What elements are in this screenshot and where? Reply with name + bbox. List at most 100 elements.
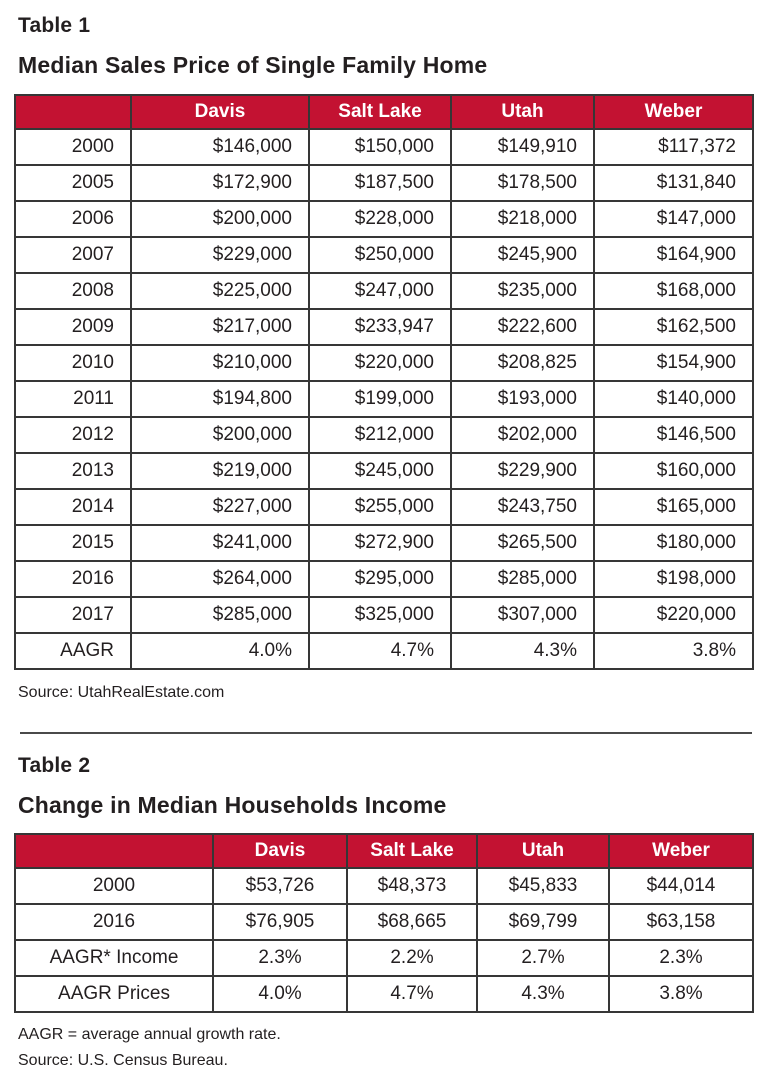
- value-cell: $199,000: [308, 379, 452, 418]
- table2-source-note: Source: U.S. Census Bureau.: [18, 1051, 228, 1069]
- table1-row-aagr: AAGR 4.0% 4.7% 4.3% 3.8%: [14, 631, 754, 670]
- value-cell: $69,799: [476, 903, 610, 942]
- row-label-cell: 2017: [14, 595, 132, 634]
- value-cell: $325,000: [308, 595, 452, 634]
- table1-row-2015: 2015 $241,000 $272,900 $265,500 $180,000: [14, 523, 754, 562]
- table1-row-2007: 2007 $229,000 $250,000 $245,900 $164,900: [14, 235, 754, 274]
- value-cell: 3.8%: [593, 631, 754, 670]
- table2-median-household-income: Davis Salt Lake Utah Weber 2000 $53,726 …: [14, 833, 754, 1014]
- row-label-cell: 2012: [14, 415, 132, 454]
- value-cell: $160,000: [593, 451, 754, 490]
- table2-row-2016: 2016 $76,905 $68,665 $69,799 $63,158: [14, 903, 754, 942]
- value-cell: $200,000: [130, 199, 310, 238]
- value-cell: $285,000: [130, 595, 310, 634]
- value-cell: $44,014: [608, 867, 754, 906]
- row-label-cell: 2009: [14, 307, 132, 346]
- value-cell: 4.0%: [212, 975, 348, 1014]
- value-cell: $219,000: [130, 451, 310, 490]
- table1-row-2014: 2014 $227,000 $255,000 $243,750 $165,000: [14, 487, 754, 526]
- value-cell: $53,726: [212, 867, 348, 906]
- row-label-cell: 2000: [14, 127, 132, 166]
- value-cell: $68,665: [346, 903, 478, 942]
- value-cell: $227,000: [130, 487, 310, 526]
- row-label-cell: 2013: [14, 451, 132, 490]
- value-cell: $307,000: [450, 595, 595, 634]
- value-cell: $147,000: [593, 199, 754, 238]
- table1-row-2006: 2006 $200,000 $228,000 $218,000 $147,000: [14, 199, 754, 238]
- table1-row-2012: 2012 $200,000 $212,000 $202,000 $146,500: [14, 415, 754, 454]
- value-cell: $198,000: [593, 559, 754, 598]
- row-label-cell: 2015: [14, 523, 132, 562]
- value-cell: 2.7%: [476, 939, 610, 978]
- value-cell: $140,000: [593, 379, 754, 418]
- value-cell: $235,000: [450, 271, 595, 310]
- value-cell: $220,000: [593, 595, 754, 634]
- table1-header-utah: Utah: [450, 93, 595, 130]
- value-cell: $180,000: [593, 523, 754, 562]
- value-cell: $272,900: [308, 523, 452, 562]
- value-cell: 4.7%: [346, 975, 478, 1014]
- row-label-cell: AAGR: [14, 631, 132, 670]
- value-cell: $255,000: [308, 487, 452, 526]
- table2-label: Table 2: [18, 753, 91, 777]
- table1-row-2010: 2010 $210,000 $220,000 $208,825 $154,900: [14, 343, 754, 382]
- value-cell: $243,750: [450, 487, 595, 526]
- value-cell: $194,800: [130, 379, 310, 418]
- table2-row-aagr-prices: AAGR Prices 4.0% 4.7% 4.3% 3.8%: [14, 975, 754, 1014]
- value-cell: $117,372: [593, 127, 754, 166]
- table1-header-empty: [14, 93, 132, 130]
- row-label-cell: 2006: [14, 199, 132, 238]
- value-cell: $265,500: [450, 523, 595, 562]
- row-label-cell: 2000: [14, 867, 214, 906]
- value-cell: $172,900: [130, 163, 310, 202]
- value-cell: $245,000: [308, 451, 452, 490]
- value-cell: $229,000: [130, 235, 310, 274]
- value-cell: $228,000: [308, 199, 452, 238]
- table1-row-2005: 2005 $172,900 $187,500 $178,500 $131,840: [14, 163, 754, 202]
- table1-title: Median Sales Price of Single Family Home: [18, 52, 488, 79]
- value-cell: $131,840: [593, 163, 754, 202]
- value-cell: 4.3%: [450, 631, 595, 670]
- section-divider: [20, 731, 752, 734]
- value-cell: $200,000: [130, 415, 310, 454]
- value-cell: $162,500: [593, 307, 754, 346]
- value-cell: $210,000: [130, 343, 310, 382]
- value-cell: $202,000: [450, 415, 595, 454]
- value-cell: $165,000: [593, 487, 754, 526]
- table1-header-row: Davis Salt Lake Utah Weber: [14, 93, 754, 130]
- value-cell: 2.2%: [346, 939, 478, 978]
- value-cell: $285,000: [450, 559, 595, 598]
- table1-row-2017: 2017 $285,000 $325,000 $307,000 $220,000: [14, 595, 754, 634]
- value-cell: $187,500: [308, 163, 452, 202]
- row-label-cell: 2016: [14, 559, 132, 598]
- value-cell: $146,000: [130, 127, 310, 166]
- value-cell: $193,000: [450, 379, 595, 418]
- row-label-cell: AAGR* Income: [14, 939, 214, 978]
- table1-source-note: Source: UtahRealEstate.com: [18, 683, 225, 701]
- value-cell: $217,000: [130, 307, 310, 346]
- row-label-cell: AAGR Prices: [14, 975, 214, 1014]
- row-label-cell: 2016: [14, 903, 214, 942]
- value-cell: $245,900: [450, 235, 595, 274]
- value-cell: $150,000: [308, 127, 452, 166]
- value-cell: 4.3%: [476, 975, 610, 1014]
- value-cell: $212,000: [308, 415, 452, 454]
- table1-row-2011: 2011 $194,800 $199,000 $193,000 $140,000: [14, 379, 754, 418]
- value-cell: $295,000: [308, 559, 452, 598]
- aagr-footnote: AAGR = average annual growth rate.: [18, 1026, 281, 1044]
- row-label-cell: 2008: [14, 271, 132, 310]
- value-cell: $164,900: [593, 235, 754, 274]
- table1-label: Table 1: [18, 14, 91, 37]
- value-cell: $220,000: [308, 343, 452, 382]
- value-cell: $229,900: [450, 451, 595, 490]
- table1-header-weber: Weber: [593, 93, 754, 130]
- value-cell: 3.8%: [608, 975, 754, 1014]
- table2-header-weber: Weber: [608, 833, 754, 870]
- value-cell: $45,833: [476, 867, 610, 906]
- table2-row-2000: 2000 $53,726 $48,373 $45,833 $44,014: [14, 867, 754, 906]
- table1-header-salt-lake: Salt Lake: [308, 93, 452, 130]
- table1-header-davis: Davis: [130, 93, 310, 130]
- table2-header-row: Davis Salt Lake Utah Weber: [14, 833, 754, 870]
- table1-row-2009: 2009 $217,000 $233,947 $222,600 $162,500: [14, 307, 754, 346]
- value-cell: $154,900: [593, 343, 754, 382]
